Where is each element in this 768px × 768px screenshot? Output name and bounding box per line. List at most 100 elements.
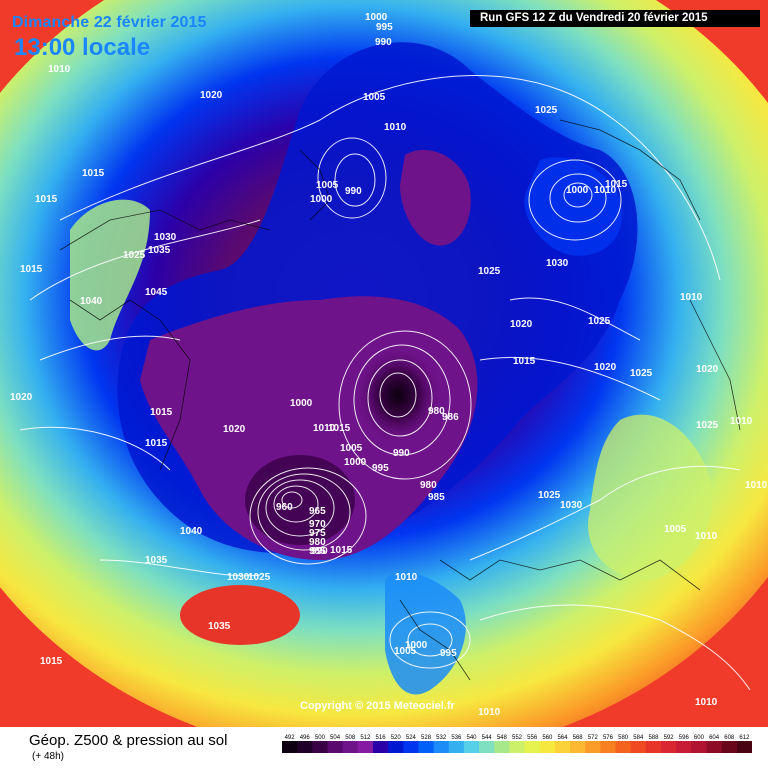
pressure-label: 1040 <box>180 526 203 537</box>
pressure-label: 980 <box>309 537 326 548</box>
pressure-label: 1045 <box>145 287 168 298</box>
scale-tick-label: 608 <box>724 735 735 741</box>
pressure-label: 1000 <box>344 457 367 468</box>
pressure-label: 1000 <box>405 640 428 651</box>
scale-tick-label: 500 <box>315 735 326 741</box>
scale-tick-label: 612 <box>739 735 750 741</box>
pressure-label: 995 <box>376 22 393 33</box>
pressure-label: 1010 <box>695 531 718 542</box>
pressure-label: 985 <box>309 546 326 557</box>
pressure-label: 1000 <box>365 12 388 23</box>
pressure-label: 1020 <box>510 319 533 330</box>
pressure-label: 1005 <box>316 180 339 191</box>
scale-swatch <box>615 741 632 753</box>
pressure-label: 980 <box>420 480 437 491</box>
pressure-label: 1010 <box>395 572 418 583</box>
scale-swatch <box>661 741 677 753</box>
pressure-label: 1030 <box>154 232 177 243</box>
pressure-label: 1005 <box>664 524 687 535</box>
pressure-label: 1015 <box>40 656 63 667</box>
scale-tick-label: 560 <box>542 735 553 741</box>
scale-swatch <box>539 741 556 753</box>
legend-title: Géop. Z500 & pression au sol <box>29 732 228 749</box>
scale-tick-label: 508 <box>345 735 356 741</box>
color-scale: 492 496 500 504 508 512 516 520 524 528 532 536 540 5… <box>282 735 752 753</box>
scale-swatch <box>524 741 541 753</box>
scale-swatch <box>342 741 359 753</box>
pressure-label: 1000 <box>290 398 313 409</box>
pressure-label: 990 <box>393 448 410 459</box>
pressure-label: 1010 <box>680 292 703 303</box>
pressure-label: 1025 <box>588 316 611 327</box>
pressure-label: 986 <box>442 412 459 423</box>
pressure-label: 1015 <box>513 356 536 367</box>
scale-tick-label: 492 <box>285 735 296 741</box>
scale-tick-label: 564 <box>557 735 568 741</box>
scale-swatch <box>736 741 752 753</box>
model-run-banner: Run GFS 12 Z du Vendredi 20 février 2015 <box>470 10 760 27</box>
pressure-label: 1010 <box>384 122 407 133</box>
pressure-label: 1030 <box>227 572 250 583</box>
pressure-label: 965 <box>309 506 326 517</box>
scale-tick-label: 520 <box>391 735 402 741</box>
pressure-label: 995 <box>372 463 389 474</box>
scale-tick-label: 528 <box>421 735 432 741</box>
ridge-asia <box>588 414 712 580</box>
scale-swatch <box>721 741 738 753</box>
pressure-label: 1030 <box>560 500 583 511</box>
copyright-notice: Copyright © 2015 Meteociel.fr <box>300 700 455 712</box>
pressure-label: 1020 <box>696 364 719 375</box>
pressure-label: 1025 <box>248 572 271 583</box>
scale-swatch <box>418 741 435 753</box>
scale-tick-label: 600 <box>694 735 705 741</box>
scale-swatch <box>433 741 450 753</box>
isobar-group <box>19 75 751 691</box>
pressure-label: 1015 <box>150 407 173 418</box>
pressure-label: 1025 <box>538 490 561 501</box>
pressure-label: 1015 <box>145 438 168 449</box>
scale-tick-label: 584 <box>633 735 644 741</box>
scale-tick-label: 588 <box>648 735 659 741</box>
scale-swatch <box>388 741 404 753</box>
scale-tick-label: 512 <box>360 735 371 741</box>
scale-tick-label: 592 <box>664 735 675 741</box>
scale-tick-label: 580 <box>618 735 629 741</box>
pressure-label: 1015 <box>82 168 105 179</box>
scale-swatch <box>630 741 647 753</box>
scale-swatch <box>554 741 571 753</box>
forecast-lead-time: (+ 48h) <box>32 751 64 762</box>
scale-swatch <box>448 741 465 753</box>
z500-map: 1000995990101010201025100510101015101510… <box>0 0 768 727</box>
pressure-label: 995 <box>440 648 457 659</box>
pressure-label: 1035 <box>208 621 231 632</box>
scale-tick-label: 496 <box>300 735 311 741</box>
scale-swatch <box>357 741 374 753</box>
scale-tick-label: 524 <box>406 735 417 741</box>
scale-tick-label: 576 <box>603 735 614 741</box>
pressure-label: 1010 <box>695 697 718 708</box>
scale-swatch <box>570 741 586 753</box>
scale-tick-label: 556 <box>527 735 538 741</box>
pressure-label: 1040 <box>80 296 103 307</box>
pressure-labels: 1000995990101010201025100510101015101510… <box>10 12 768 718</box>
scale-tick-label: 544 <box>482 735 493 741</box>
pressure-label: 1005 <box>394 646 417 657</box>
pressure-label: 1010 <box>745 480 768 491</box>
pressure-label: 1020 <box>10 392 33 403</box>
pressure-label: 1010 <box>313 423 336 434</box>
pressure-label: 1035 <box>148 245 171 256</box>
scale-tick-label: 548 <box>497 735 508 741</box>
pressure-label: 1015 <box>35 194 58 205</box>
coastlines <box>59 119 741 681</box>
scale-swatch <box>585 741 601 753</box>
scale-swatch <box>297 741 313 753</box>
scale-tick-label: 540 <box>467 735 478 741</box>
pressure-label: 1015 <box>330 545 353 556</box>
scale-tick-label: 532 <box>436 735 447 741</box>
scale-tick-label: 596 <box>679 735 690 741</box>
pressure-label: 1025 <box>123 250 146 261</box>
scale-swatch <box>403 741 419 753</box>
pressure-label: 1000 <box>566 185 589 196</box>
purple-core-barents <box>400 149 471 246</box>
high-atlantic <box>180 585 300 645</box>
